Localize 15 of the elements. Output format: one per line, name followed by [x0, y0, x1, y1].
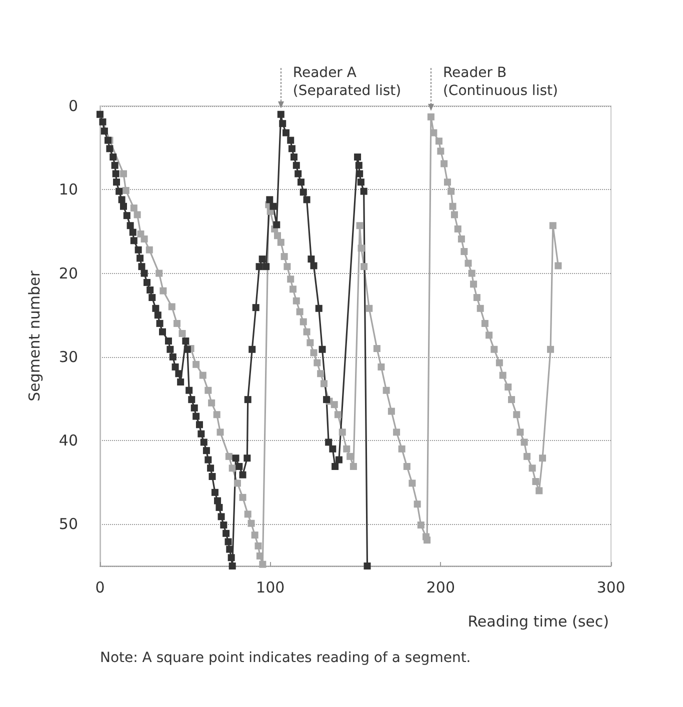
y-tick-label: 30	[58, 348, 78, 366]
text: Note: A square point indicates reading of a segment.	[100, 650, 471, 666]
y-tick-label: 50	[58, 515, 78, 534]
y-tick-label: 40	[58, 432, 78, 450]
y-tick-label: 0	[68, 97, 78, 115]
annotation: Reader B (Continuous list)	[442, 64, 558, 100]
annotation: Reader A (Separated list)	[292, 64, 402, 100]
y-tick-label: 20	[58, 264, 78, 282]
x-tick-label: 100	[256, 578, 285, 596]
x-tick-label: 300	[596, 578, 626, 596]
x-tick-label: 0	[95, 578, 105, 596]
x-tick-label: 200	[426, 578, 455, 596]
x-axis-title: Reading time (sec)	[468, 612, 609, 630]
y-axis-title: Segment number	[26, 270, 44, 402]
y-tick-label: 10	[58, 180, 78, 199]
